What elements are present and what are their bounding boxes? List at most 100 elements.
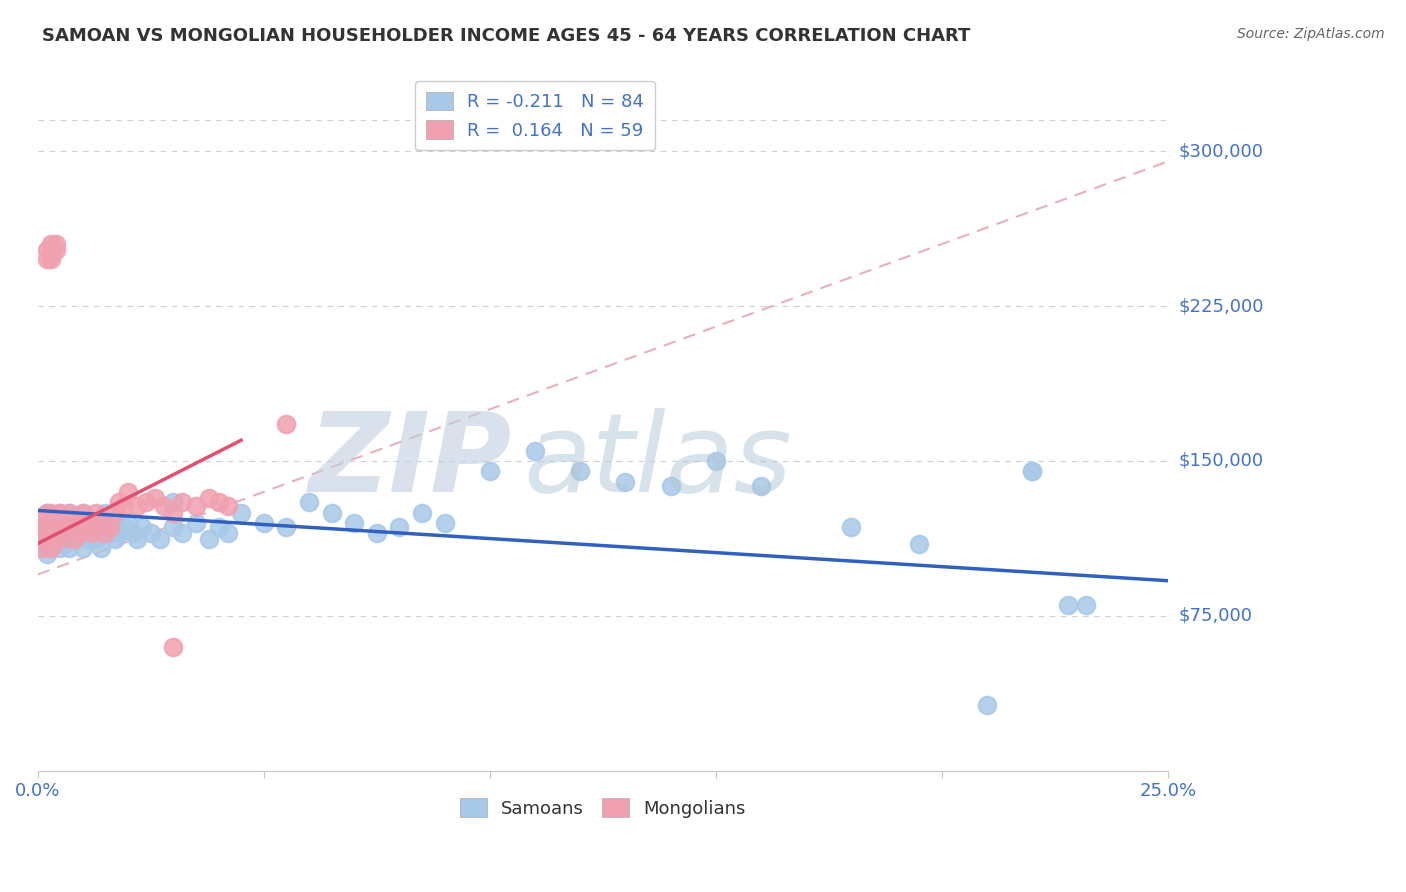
Point bbox=[207, 495, 229, 509]
Point bbox=[841, 520, 863, 534]
Point bbox=[131, 520, 153, 534]
Point bbox=[149, 533, 172, 547]
Point bbox=[143, 491, 166, 505]
Point bbox=[135, 495, 157, 509]
Point bbox=[162, 640, 184, 654]
Point bbox=[127, 533, 149, 547]
Point bbox=[49, 520, 72, 534]
Text: $300,000: $300,000 bbox=[1180, 142, 1264, 161]
Point bbox=[53, 536, 76, 550]
Point bbox=[198, 491, 221, 505]
Point bbox=[184, 516, 207, 530]
Point bbox=[94, 506, 117, 520]
Point bbox=[229, 506, 252, 520]
Text: atlas: atlas bbox=[523, 409, 793, 516]
Point bbox=[35, 244, 58, 258]
Point bbox=[366, 526, 388, 541]
Point bbox=[162, 495, 184, 509]
Point bbox=[298, 495, 321, 509]
Point bbox=[127, 500, 149, 514]
Point bbox=[569, 464, 592, 478]
Point bbox=[749, 478, 772, 492]
Point bbox=[31, 516, 53, 530]
Point bbox=[49, 520, 72, 534]
Point bbox=[49, 506, 72, 520]
Point bbox=[80, 526, 103, 541]
Point bbox=[976, 698, 998, 712]
Point bbox=[94, 520, 117, 534]
Point bbox=[39, 541, 62, 555]
Point bbox=[72, 506, 94, 520]
Point bbox=[184, 500, 207, 514]
Text: Source: ZipAtlas.com: Source: ZipAtlas.com bbox=[1237, 27, 1385, 41]
Point bbox=[98, 526, 121, 541]
Point bbox=[80, 520, 103, 534]
Point bbox=[39, 536, 62, 550]
Point bbox=[35, 520, 58, 534]
Point bbox=[63, 526, 86, 541]
Point bbox=[31, 541, 53, 555]
Point bbox=[112, 500, 135, 514]
Point bbox=[217, 526, 239, 541]
Point bbox=[35, 547, 58, 561]
Point bbox=[39, 516, 62, 530]
Point bbox=[49, 526, 72, 541]
Point bbox=[90, 526, 112, 541]
Point bbox=[49, 541, 72, 555]
Point bbox=[1021, 464, 1043, 478]
Point bbox=[39, 520, 62, 534]
Point bbox=[63, 516, 86, 530]
Point bbox=[35, 252, 58, 266]
Point bbox=[86, 506, 108, 520]
Point bbox=[35, 506, 58, 520]
Point bbox=[35, 520, 58, 534]
Point bbox=[63, 516, 86, 530]
Point bbox=[433, 516, 456, 530]
Point bbox=[58, 520, 80, 534]
Point bbox=[58, 541, 80, 555]
Point bbox=[98, 520, 121, 534]
Point bbox=[207, 520, 229, 534]
Point bbox=[1057, 599, 1080, 613]
Point bbox=[139, 526, 162, 541]
Point bbox=[103, 506, 125, 520]
Point bbox=[35, 526, 58, 541]
Point bbox=[72, 541, 94, 555]
Point bbox=[908, 536, 931, 550]
Point bbox=[39, 526, 62, 541]
Point bbox=[80, 520, 103, 534]
Point bbox=[49, 506, 72, 520]
Point bbox=[321, 506, 343, 520]
Point bbox=[63, 533, 86, 547]
Point bbox=[117, 516, 139, 530]
Point bbox=[108, 495, 131, 509]
Point bbox=[35, 516, 58, 530]
Point bbox=[39, 237, 62, 252]
Point bbox=[58, 506, 80, 520]
Point bbox=[94, 526, 117, 541]
Point bbox=[53, 516, 76, 530]
Point bbox=[253, 516, 276, 530]
Point bbox=[76, 516, 98, 530]
Point bbox=[153, 500, 176, 514]
Point bbox=[67, 526, 90, 541]
Point bbox=[276, 520, 298, 534]
Point bbox=[39, 541, 62, 555]
Point bbox=[39, 247, 62, 261]
Point bbox=[76, 516, 98, 530]
Point bbox=[39, 506, 62, 520]
Point bbox=[31, 541, 53, 555]
Point bbox=[523, 443, 546, 458]
Point bbox=[103, 516, 125, 530]
Point bbox=[45, 526, 67, 541]
Point bbox=[117, 484, 139, 499]
Point bbox=[67, 520, 90, 534]
Text: $225,000: $225,000 bbox=[1180, 297, 1264, 315]
Point bbox=[72, 520, 94, 534]
Point bbox=[49, 526, 72, 541]
Point bbox=[35, 533, 58, 547]
Point bbox=[108, 526, 131, 541]
Point bbox=[53, 526, 76, 541]
Text: $75,000: $75,000 bbox=[1180, 607, 1253, 624]
Point bbox=[388, 520, 411, 534]
